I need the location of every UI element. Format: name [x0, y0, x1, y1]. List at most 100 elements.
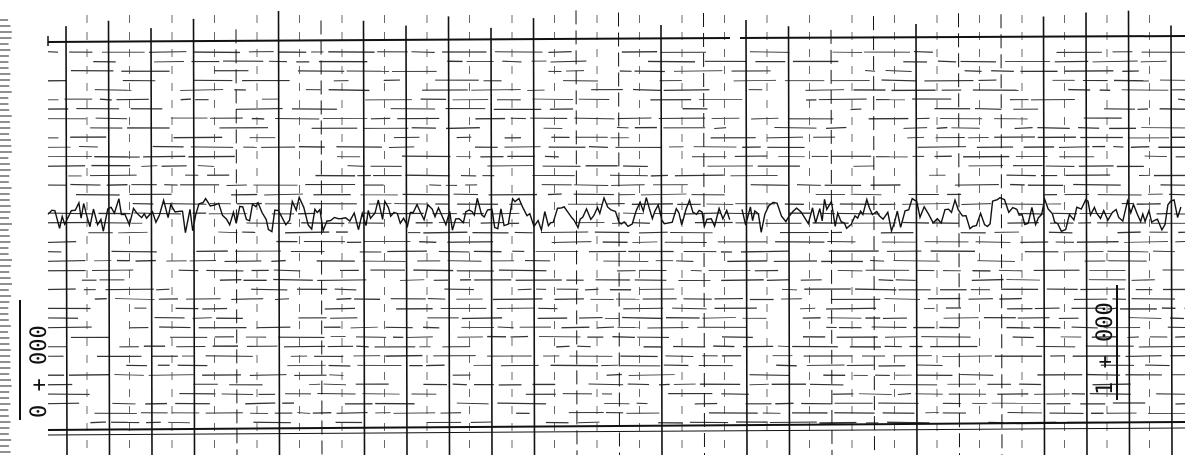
ruling-dash — [1036, 346, 1075, 347]
ruling-dash — [206, 356, 253, 357]
ruling-dash — [585, 289, 598, 290]
ruling-dash — [497, 403, 546, 404]
ruling-dash — [556, 346, 569, 347]
ruling-dash — [90, 422, 106, 423]
ruling-dash — [774, 128, 816, 129]
ruling-dash — [610, 175, 648, 176]
ruling-dash — [1037, 128, 1069, 129]
ruling-dash — [471, 90, 520, 91]
ruling-dash — [561, 327, 589, 328]
ruling-dash — [623, 308, 663, 309]
ruling-dash — [317, 280, 366, 281]
ruling-dash — [942, 356, 992, 357]
ruling-dash — [972, 280, 1004, 281]
ruling-dash — [819, 99, 867, 100]
ruling-dash — [937, 128, 948, 129]
ruling-dash — [548, 194, 562, 195]
ruling-vertical — [534, 18, 535, 455]
ruling-dash — [999, 270, 1022, 271]
ruling-dash — [659, 384, 670, 385]
ruling-vertical — [109, 21, 110, 455]
ruling-dash — [879, 280, 894, 281]
ruling-dash — [336, 299, 351, 300]
ruling-vertical — [449, 16, 450, 455]
ruling-dash — [423, 327, 439, 328]
ruling-dash — [938, 61, 956, 62]
ruling-dash — [665, 356, 693, 357]
ruling-dash — [805, 90, 844, 91]
ruling-dash — [810, 384, 843, 385]
ruling-dash — [411, 52, 434, 53]
ruling-vertical — [746, 20, 747, 455]
ruling-dash — [498, 327, 514, 328]
ruling-vertical — [1086, 13, 1087, 455]
ruling-dash — [159, 327, 190, 328]
ruling-dash — [632, 223, 650, 224]
ruling-dash — [775, 403, 793, 404]
ruling-vertical — [916, 24, 917, 455]
ruling-dash — [1131, 147, 1149, 148]
ruling-dash — [95, 90, 132, 91]
ruling-dash — [851, 194, 882, 195]
ruling-dash — [329, 375, 343, 376]
ruling-dash — [1078, 128, 1099, 129]
ruling-dash — [428, 299, 445, 300]
ruling-dash — [721, 280, 764, 281]
ruling-dash — [446, 128, 480, 129]
ruling-dash — [885, 337, 917, 338]
ruling-dash — [236, 109, 283, 110]
ruling-vertical — [661, 25, 662, 455]
ruling-dash — [48, 289, 76, 290]
ruling-dash — [632, 204, 673, 205]
ruling-dash — [356, 346, 368, 347]
ruling-dash — [96, 118, 127, 119]
ruling-dash — [532, 99, 573, 100]
ruling-dash — [245, 403, 275, 404]
ruling-dash — [741, 251, 789, 252]
ruling-vertical — [66, 26, 67, 455]
ruling-dash — [499, 270, 546, 271]
ruling-dash — [1145, 156, 1167, 157]
ruling-dash — [423, 232, 467, 233]
ruling-dash — [999, 299, 1022, 300]
ruling-dash — [612, 337, 635, 338]
ruling-vertical — [279, 11, 280, 455]
ruling-vertical — [364, 21, 365, 455]
ruling-dash — [222, 394, 253, 395]
ruling-dash — [337, 413, 368, 414]
ruling-dash — [143, 156, 185, 157]
ruling-dash — [826, 308, 876, 309]
ruling-dash — [751, 185, 788, 186]
ruling-dash — [405, 175, 450, 176]
ruling-dash — [965, 71, 982, 72]
ruling-dash — [618, 118, 652, 119]
ruling-dash — [944, 318, 979, 319]
ruling-dash — [149, 52, 186, 53]
ruling-dash — [882, 80, 917, 81]
ruling-dash — [231, 299, 263, 300]
ruling-dash — [750, 52, 790, 53]
ruling-dash — [767, 280, 789, 281]
ruling-dash — [518, 289, 532, 290]
ruling-dash — [597, 327, 614, 328]
ruling-dash — [870, 261, 884, 262]
ruling-dash — [107, 185, 128, 186]
ruling-dash — [800, 308, 815, 309]
ruling-dash — [447, 242, 493, 243]
ruling-dash — [385, 356, 422, 357]
ruling-vertical — [491, 28, 492, 455]
ruling-vertical — [1044, 17, 1045, 455]
ruling-dash — [1145, 365, 1170, 366]
ruling-dash — [92, 270, 133, 271]
station-label: 0 + 000 — [27, 325, 52, 418]
paper — [0, 0, 1185, 458]
ruling-vertical — [194, 19, 195, 455]
ruling-dash — [502, 61, 521, 62]
ruling-dash — [855, 289, 896, 290]
ruling-dash — [462, 318, 502, 319]
ruling-vertical — [1129, 11, 1130, 455]
ruling-dash — [991, 71, 1014, 72]
ruling-dash — [1049, 232, 1072, 233]
ruling-vertical — [1171, 26, 1172, 455]
ruling-dash — [776, 365, 797, 366]
